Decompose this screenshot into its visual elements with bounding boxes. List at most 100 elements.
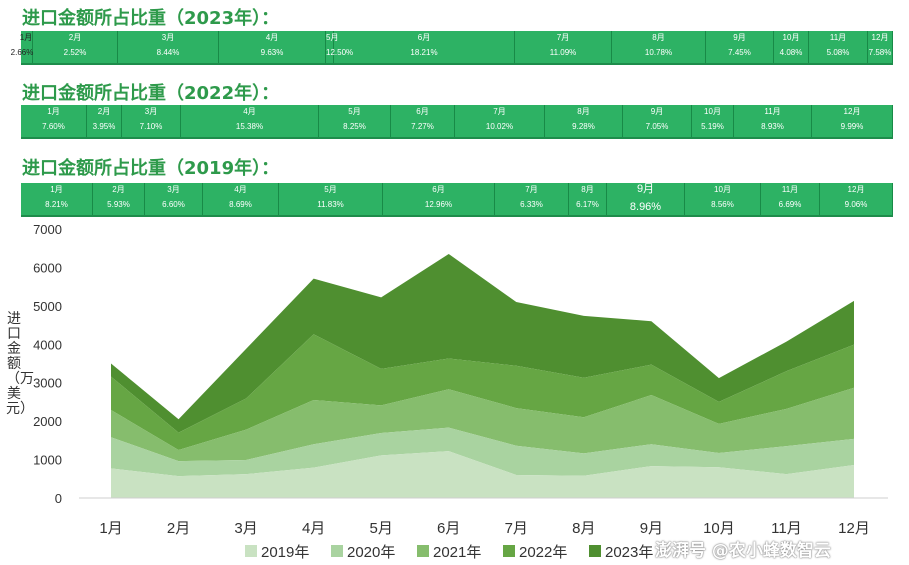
- legend-swatch: [331, 545, 343, 557]
- share-cell: 11月 6.69%: [761, 183, 820, 215]
- x-tick-label: 8月: [572, 520, 595, 537]
- share-cell-percent: 12.96%: [424, 200, 453, 209]
- share-cell-percent: 15.38%: [235, 122, 264, 131]
- share-cell-month: 5月: [348, 107, 361, 116]
- share-cell-month: 3月: [144, 107, 158, 116]
- share-cell-month: 4月: [243, 107, 256, 116]
- share-cell-percent: 11.09%: [549, 48, 577, 57]
- strip-title-2019: 进口金额所占比重（2019年）：: [22, 158, 280, 179]
- x-tick-label: 12月: [838, 520, 870, 537]
- share-cell-percent: 6.69%: [778, 200, 802, 209]
- share-cell-percent: 5.08%: [826, 48, 850, 57]
- share-cell-percent: 2.52%: [63, 48, 87, 57]
- share-cell: 8月 6.17%: [569, 183, 607, 215]
- share-cell: 7月 6.33%: [495, 183, 569, 215]
- share-cell-month: 2月: [68, 33, 82, 42]
- share-cell-percent: 6.33%: [520, 200, 543, 209]
- share-cell-month: 9月: [650, 107, 664, 116]
- share-cell-month: 7月: [493, 107, 506, 116]
- share-cell-percent: 10.78%: [644, 48, 673, 57]
- share-cell: 9月 8.96%: [607, 183, 685, 215]
- x-tick-label: 1月: [99, 520, 122, 537]
- share-cell-month: 9月: [733, 33, 746, 42]
- y-tick-label: 1000: [33, 453, 62, 468]
- share-cell: 12月 9.99%: [812, 105, 893, 137]
- share-cell: 2月 3.95%: [87, 105, 122, 137]
- x-tick-label: 11月: [771, 520, 802, 537]
- share-cell-month: 7月: [525, 185, 538, 194]
- share-cell-percent: 4.08%: [779, 48, 803, 57]
- share-cell-month: 1月: [19, 33, 33, 42]
- share-cell-month: 8月: [652, 33, 665, 42]
- share-cell: 5月 8.25%: [319, 105, 391, 137]
- share-cell-month: 12月: [871, 33, 889, 42]
- share-cell-month: 4月: [265, 33, 279, 42]
- share-cell: 12月 7.58%: [868, 31, 893, 63]
- legend-swatch: [589, 545, 601, 557]
- y-tick-label: 5000: [33, 299, 62, 314]
- strip-title-2023: 进口金额所占比重（2023年）：: [22, 8, 280, 29]
- share-cell: 11月 8.93%: [734, 105, 812, 137]
- y-tick-label: 7000: [33, 222, 62, 237]
- legend-label: 2023年: [605, 544, 653, 561]
- share-cell: 6月 7.27%: [391, 105, 455, 137]
- share-cell-month: 10月: [782, 33, 800, 42]
- share-cell: 3月 6.60%: [145, 183, 203, 215]
- share-cell-percent: 8.25%: [343, 122, 366, 131]
- share-cell: 12月 9.06%: [820, 183, 893, 215]
- share-cell-percent: 9.06%: [844, 200, 868, 209]
- legend-swatch: [245, 545, 257, 557]
- y-tick-label: 0: [55, 491, 62, 506]
- legend-label: 2021年: [433, 544, 481, 561]
- share-cell-month: 11月: [764, 107, 781, 116]
- share-cell: 3月 8.44%: [118, 31, 219, 63]
- x-tick-label: 3月: [234, 520, 257, 537]
- share-strip-2022: 1月 7.60% 2月 3.95% 3月 7.10% 4月 15.38% 5月 8.25% 6月 7.…: [21, 105, 893, 137]
- share-cell: 8月 9.28%: [545, 105, 623, 137]
- y-axis-ticks: 0 1000 2000 3000 4000 5000 6000 7000: [33, 222, 62, 506]
- watermark-text: 澎湃号 @农小蜂数智云: [655, 541, 831, 561]
- x-tick-label: 7月: [505, 520, 528, 537]
- share-cell-month: 1月: [50, 185, 63, 194]
- share-strip-2019: 1月 8.21% 2月 5.93% 3月 6.60% 4月 8.69% 5月 11.83% 6月 12…: [21, 183, 893, 215]
- legend: 2019年 2020年 2021年 2022年 2023年: [245, 544, 653, 561]
- share-cell-percent: 7.45%: [728, 48, 751, 57]
- y-tick-label: 6000: [33, 260, 62, 275]
- x-tick-label: 10月: [703, 520, 735, 537]
- share-cell-percent: 8.21%: [45, 200, 68, 209]
- share-cell-percent: 18.21%: [410, 48, 438, 57]
- share-cell-month: 10月: [714, 185, 731, 194]
- share-cell-month: 3月: [167, 185, 180, 194]
- share-cell: 2月 2.52%: [33, 31, 118, 63]
- share-cell-percent: 9.28%: [572, 122, 595, 131]
- share-cell: 10月 5.19%: [692, 105, 734, 137]
- share-cell-month: 11月: [781, 185, 799, 194]
- share-cell: 10月 4.08%: [774, 31, 809, 63]
- legend-swatch: [503, 545, 515, 557]
- share-cell-month: 9月: [636, 183, 655, 195]
- share-cell-percent: 11.83%: [317, 200, 344, 209]
- share-cell-percent: 8.44%: [156, 48, 180, 57]
- share-cell: 6月 12.96%: [383, 183, 495, 215]
- share-cell-percent: 3.95%: [92, 122, 116, 131]
- share-cell: 7月 10.02%: [455, 105, 545, 137]
- share-cell-month: 7月: [556, 33, 570, 42]
- share-cell-percent: 5.19%: [701, 122, 724, 131]
- share-cell-percent: 8.56%: [711, 200, 734, 209]
- share-cell-month: 12月: [843, 107, 861, 116]
- share-cell-month: 2月: [112, 185, 125, 194]
- share-cell-month: 6月: [432, 185, 445, 194]
- share-cell: 2月 5.93%: [93, 183, 145, 215]
- share-cell: 9月 7.45%: [706, 31, 774, 63]
- share-cell-month: 1月: [47, 107, 60, 116]
- share-strip-2023: 1月 2.66% 2月 2.52% 3月 8.44% 4月 9.63% 5月 12.50% 6月 18…: [11, 31, 893, 63]
- share-cell-percent: 7.27%: [411, 122, 434, 131]
- share-cell-percent: 5.93%: [107, 200, 130, 209]
- share-cell: 9月 7.05%: [623, 105, 692, 137]
- share-cell: 11月 5.08%: [809, 31, 868, 63]
- strip-title-2022: 进口金额所占比重（2022年）：: [22, 83, 280, 104]
- area-series-2020年: [111, 427, 854, 477]
- x-tick-label: 6月: [437, 520, 460, 537]
- area-series-2023年: [111, 253, 854, 433]
- share-cell-percent: 9.99%: [840, 122, 864, 131]
